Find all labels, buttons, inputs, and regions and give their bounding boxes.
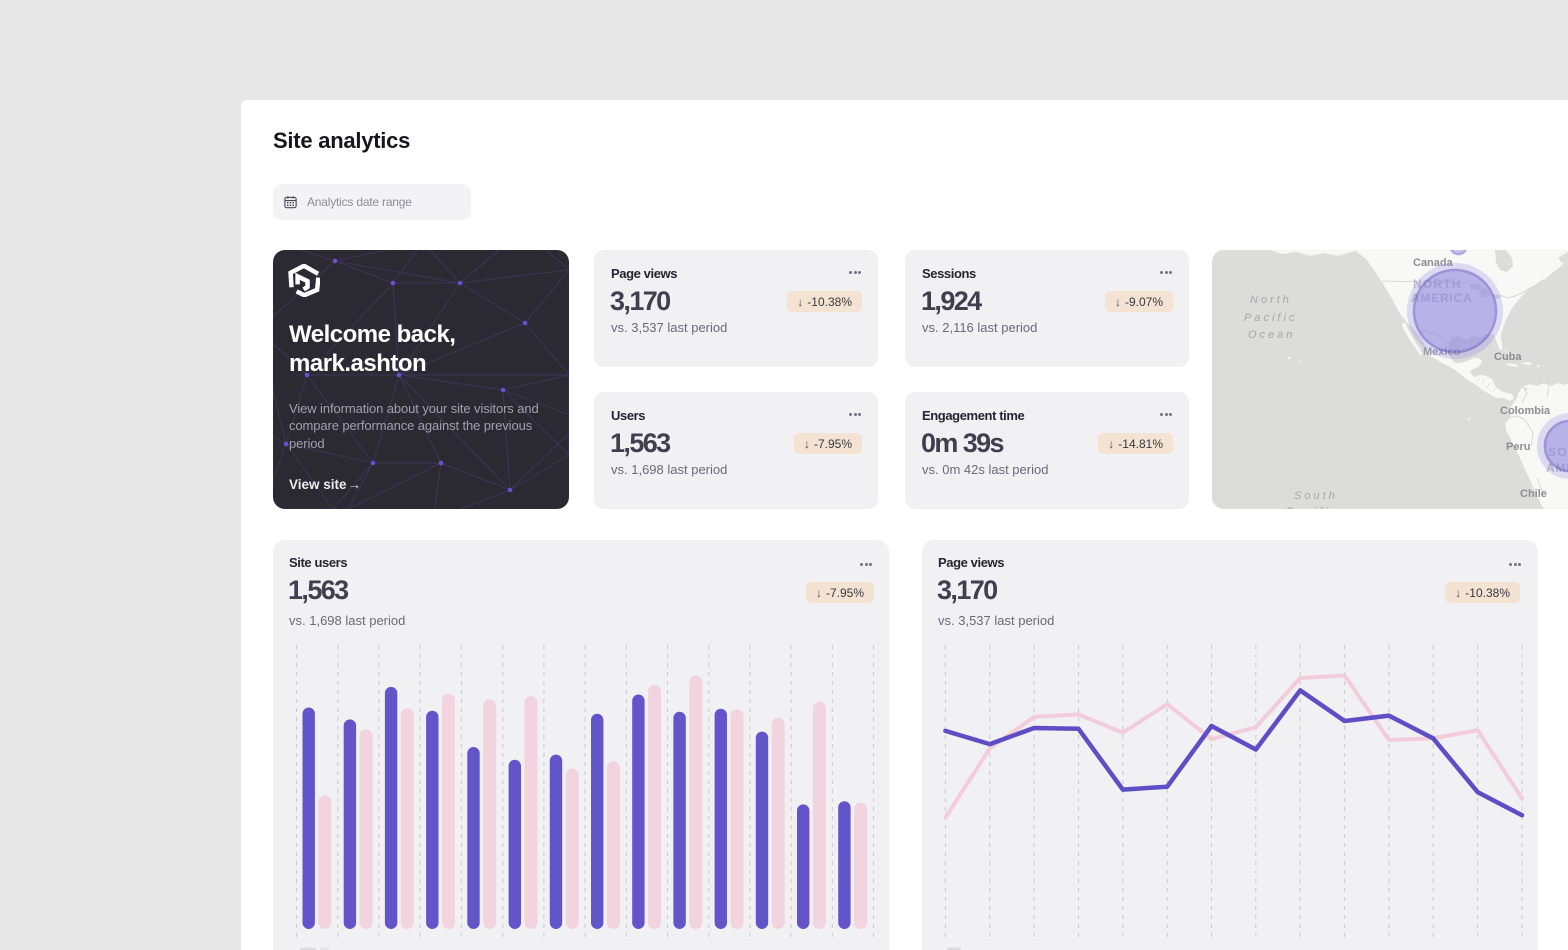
- svg-text:Colombia: Colombia: [1500, 405, 1551, 417]
- svg-text:SOUTH: SOUTH: [1548, 445, 1568, 459]
- svg-text:North: North: [1250, 294, 1292, 306]
- svg-text:AMERICA: AMERICA: [1546, 461, 1568, 475]
- svg-text:Ocean: Ocean: [1248, 329, 1295, 341]
- svg-text:Peru: Peru: [1506, 441, 1530, 453]
- svg-text:Pacific: Pacific: [1244, 312, 1297, 324]
- svg-text:Canada: Canada: [1413, 257, 1454, 269]
- svg-text:South: South: [1294, 490, 1338, 502]
- svg-text:Chile: Chile: [1520, 488, 1547, 500]
- svg-text:AMERICA: AMERICA: [1411, 291, 1473, 305]
- svg-text:NORTH: NORTH: [1413, 277, 1462, 291]
- svg-text:Cuba: Cuba: [1494, 351, 1522, 363]
- svg-text:Pacific: Pacific: [1286, 506, 1339, 509]
- svg-text:Mexico: Mexico: [1423, 346, 1461, 358]
